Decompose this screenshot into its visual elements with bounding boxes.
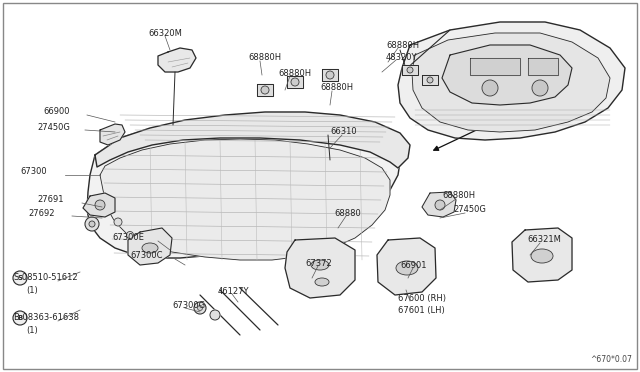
Polygon shape xyxy=(402,65,418,75)
Text: S 08510-51612: S 08510-51612 xyxy=(14,273,77,282)
Polygon shape xyxy=(470,58,520,75)
Polygon shape xyxy=(322,69,338,81)
Polygon shape xyxy=(87,122,400,258)
Text: 67600 (RH): 67600 (RH) xyxy=(398,294,446,302)
Polygon shape xyxy=(83,193,115,217)
Polygon shape xyxy=(398,22,625,140)
Circle shape xyxy=(89,221,95,227)
Text: ^670*0.07: ^670*0.07 xyxy=(590,355,632,364)
Text: 66310: 66310 xyxy=(330,128,356,137)
Circle shape xyxy=(427,77,433,83)
Polygon shape xyxy=(285,238,355,298)
Text: (1): (1) xyxy=(26,286,38,295)
Circle shape xyxy=(532,80,548,96)
Text: 68880H: 68880H xyxy=(386,41,419,49)
Polygon shape xyxy=(95,112,410,168)
Polygon shape xyxy=(422,192,456,217)
Text: (1): (1) xyxy=(26,327,38,336)
Text: 68880H: 68880H xyxy=(248,54,281,62)
Ellipse shape xyxy=(142,243,158,253)
Polygon shape xyxy=(442,45,572,105)
Circle shape xyxy=(326,71,334,79)
Text: B: B xyxy=(17,315,22,321)
Circle shape xyxy=(127,231,134,238)
Text: 67300C: 67300C xyxy=(130,251,163,260)
Circle shape xyxy=(482,80,498,96)
Text: 27692: 27692 xyxy=(28,208,54,218)
Circle shape xyxy=(95,200,105,210)
Polygon shape xyxy=(412,33,610,132)
Text: 67300E: 67300E xyxy=(112,234,144,243)
Text: 67601 (LH): 67601 (LH) xyxy=(398,307,445,315)
Text: 46127Y: 46127Y xyxy=(218,286,250,295)
Polygon shape xyxy=(257,84,273,96)
Polygon shape xyxy=(158,48,196,72)
Polygon shape xyxy=(512,228,572,282)
Circle shape xyxy=(291,78,299,86)
Polygon shape xyxy=(128,228,172,265)
Text: B 08363-61638: B 08363-61638 xyxy=(14,314,79,323)
Text: 27691: 27691 xyxy=(37,196,63,205)
Circle shape xyxy=(194,302,206,314)
Text: S: S xyxy=(17,275,22,281)
Circle shape xyxy=(13,271,27,285)
Polygon shape xyxy=(100,139,390,260)
Text: 68880H: 68880H xyxy=(442,192,475,201)
Circle shape xyxy=(114,218,122,226)
Circle shape xyxy=(261,86,269,94)
Text: 68880H: 68880H xyxy=(278,68,311,77)
Polygon shape xyxy=(287,76,303,88)
Text: 68880H: 68880H xyxy=(320,83,353,93)
Polygon shape xyxy=(377,238,436,295)
Text: 67372: 67372 xyxy=(305,259,332,267)
Text: 66321M: 66321M xyxy=(527,235,561,244)
Text: 27450G: 27450G xyxy=(37,122,70,131)
Text: 27450G: 27450G xyxy=(453,205,486,215)
Ellipse shape xyxy=(315,278,329,286)
Polygon shape xyxy=(100,124,125,145)
Circle shape xyxy=(198,305,202,311)
Circle shape xyxy=(85,217,99,231)
Text: 67300G: 67300G xyxy=(172,301,205,310)
Circle shape xyxy=(435,200,445,210)
Ellipse shape xyxy=(311,260,329,270)
Ellipse shape xyxy=(396,261,418,275)
Ellipse shape xyxy=(531,249,553,263)
Text: 48320Y: 48320Y xyxy=(386,52,417,61)
Circle shape xyxy=(407,67,413,73)
Text: 66900: 66900 xyxy=(43,108,70,116)
Circle shape xyxy=(13,311,27,325)
Text: 67300: 67300 xyxy=(20,167,47,176)
Polygon shape xyxy=(422,75,438,85)
Circle shape xyxy=(210,310,220,320)
Text: 68880: 68880 xyxy=(334,208,361,218)
Text: 66320M: 66320M xyxy=(148,29,182,38)
Polygon shape xyxy=(528,58,558,75)
Text: 66901: 66901 xyxy=(400,260,426,269)
